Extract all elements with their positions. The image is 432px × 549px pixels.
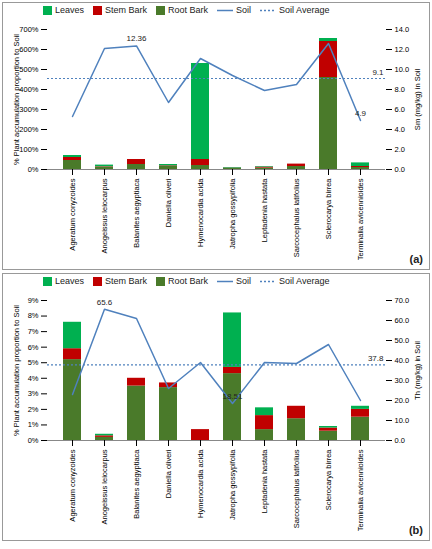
svg-text:37.8: 37.8 [368, 354, 384, 363]
svg-text:Jatropha gossypifolia: Jatropha gossypifolia [228, 178, 237, 249]
svg-text:12.36: 12.36 [126, 34, 147, 43]
svg-text:60.0: 60.0 [395, 316, 410, 325]
svg-text:Daniella oliveri: Daniella oliveri [164, 449, 173, 498]
svg-text:% Plant accumulation proportio: % Plant accumulation proportion to Soil [12, 305, 21, 436]
svg-text:2.0: 2.0 [395, 145, 405, 154]
svg-text:Th (mg/kg) in Soil: Th (mg/kg) in Soil [413, 341, 422, 400]
svg-text:Hymenocardia acida: Hymenocardia acida [196, 449, 205, 518]
svg-text:14.0: 14.0 [395, 25, 410, 34]
svg-text:Leptadenia hastata: Leptadenia hastata [260, 449, 269, 514]
svg-text:6%: 6% [28, 343, 39, 352]
html-text:Soil Average: Soil Average [279, 276, 330, 286]
svg-text:2%: 2% [28, 405, 39, 414]
svg-text:Jatropha gossypifolia: Jatropha gossypifolia [228, 449, 237, 520]
svg-text:70.0: 70.0 [395, 296, 410, 305]
html-text:Stem Bark: Stem Bark [105, 5, 147, 15]
svg-text:Sm (mg/kg) in Soil: Sm (mg/kg) in Soil [413, 69, 422, 131]
svg-text:Balanites aegyptiaca: Balanites aegyptiaca [132, 178, 141, 248]
svg-text:Balanites aegyptiaca: Balanites aegyptiaca [132, 449, 141, 519]
svg-text:Hymenocardia acida: Hymenocardia acida [196, 178, 205, 247]
svg-text:10.0: 10.0 [395, 65, 410, 74]
svg-text:200%: 200% [19, 125, 39, 134]
svg-text:700%: 700% [19, 25, 39, 34]
html-text:Root Bark: Root Bark [168, 5, 209, 15]
svg-text:Terminalia avicennioides: Terminalia avicennioides [356, 449, 365, 531]
svg-text:18.51: 18.51 [222, 392, 243, 401]
svg-text:6.0: 6.0 [395, 105, 405, 114]
svg-text:Sclerocarya birrea: Sclerocarya birrea [324, 449, 333, 511]
svg-text:0%: 0% [28, 436, 39, 445]
svg-text:12.0: 12.0 [395, 45, 410, 54]
svg-text:8.0: 8.0 [395, 85, 405, 94]
svg-text:Ageratum conyzoides: Ageratum conyzoides [68, 178, 77, 250]
svg-text:0%: 0% [28, 165, 39, 174]
svg-text:9.1: 9.1 [372, 68, 384, 77]
svg-text:Sarcocephalus latifolius: Sarcocephalus latifolius [292, 178, 301, 257]
svg-text:1%: 1% [28, 420, 39, 429]
svg-text:0.0: 0.0 [395, 436, 405, 445]
html-text:Leaves: Leaves [55, 5, 84, 15]
svg-text:4%: 4% [28, 374, 39, 383]
svg-text:50.0: 50.0 [395, 336, 410, 345]
svg-text:600%: 600% [19, 45, 39, 54]
svg-text:Daniella oliveri: Daniella oliveri [164, 178, 173, 227]
svg-text:8%: 8% [28, 311, 39, 320]
svg-text:Ageratum conyzoides: Ageratum conyzoides [68, 449, 77, 521]
svg-text:% Plant accumulation proportio: % Plant accumulation proportion to Soil [12, 34, 21, 165]
svg-text:300%: 300% [19, 105, 39, 114]
svg-text:65.6: 65.6 [97, 298, 113, 307]
svg-text:Sclerocarya birrea: Sclerocarya birrea [324, 178, 333, 240]
html-text:Soil: Soil [236, 276, 252, 286]
svg-text:9%: 9% [28, 296, 39, 305]
svg-text:0.0: 0.0 [395, 165, 405, 174]
svg-text:Sarcocephalus latifolius: Sarcocephalus latifolius [292, 449, 301, 528]
html-text:Soil Average: Soil Average [279, 5, 330, 15]
svg-text:30.0: 30.0 [395, 376, 410, 385]
html-text:Soil: Soil [236, 5, 252, 15]
html-text:Leaves: Leaves [55, 276, 84, 286]
html-text:(b): (b) [409, 524, 423, 536]
svg-text:4.9: 4.9 [355, 109, 367, 118]
html-text:(a): (a) [409, 253, 423, 265]
svg-text:Anogeissus leiocarpus: Anogeissus leiocarpus [100, 178, 109, 253]
svg-text:7%: 7% [28, 327, 39, 336]
svg-text:4.0: 4.0 [395, 125, 405, 134]
svg-text:Terminalia avicennioides: Terminalia avicennioides [356, 178, 365, 260]
html-text:Stem Bark: Stem Bark [105, 276, 147, 286]
svg-text:40.0: 40.0 [395, 356, 410, 365]
svg-text:10.0: 10.0 [395, 416, 410, 425]
svg-text:Anogeissus leiocarpus: Anogeissus leiocarpus [100, 449, 109, 524]
svg-text:3%: 3% [28, 389, 39, 398]
svg-text:400%: 400% [19, 85, 39, 94]
svg-text:Leptadenia hastata: Leptadenia hastata [260, 178, 269, 243]
svg-text:20.0: 20.0 [395, 396, 410, 405]
svg-text:5%: 5% [28, 358, 39, 367]
svg-text:100%: 100% [19, 145, 39, 154]
svg-text:500%: 500% [19, 65, 39, 74]
html-text:Root Bark: Root Bark [168, 276, 209, 286]
